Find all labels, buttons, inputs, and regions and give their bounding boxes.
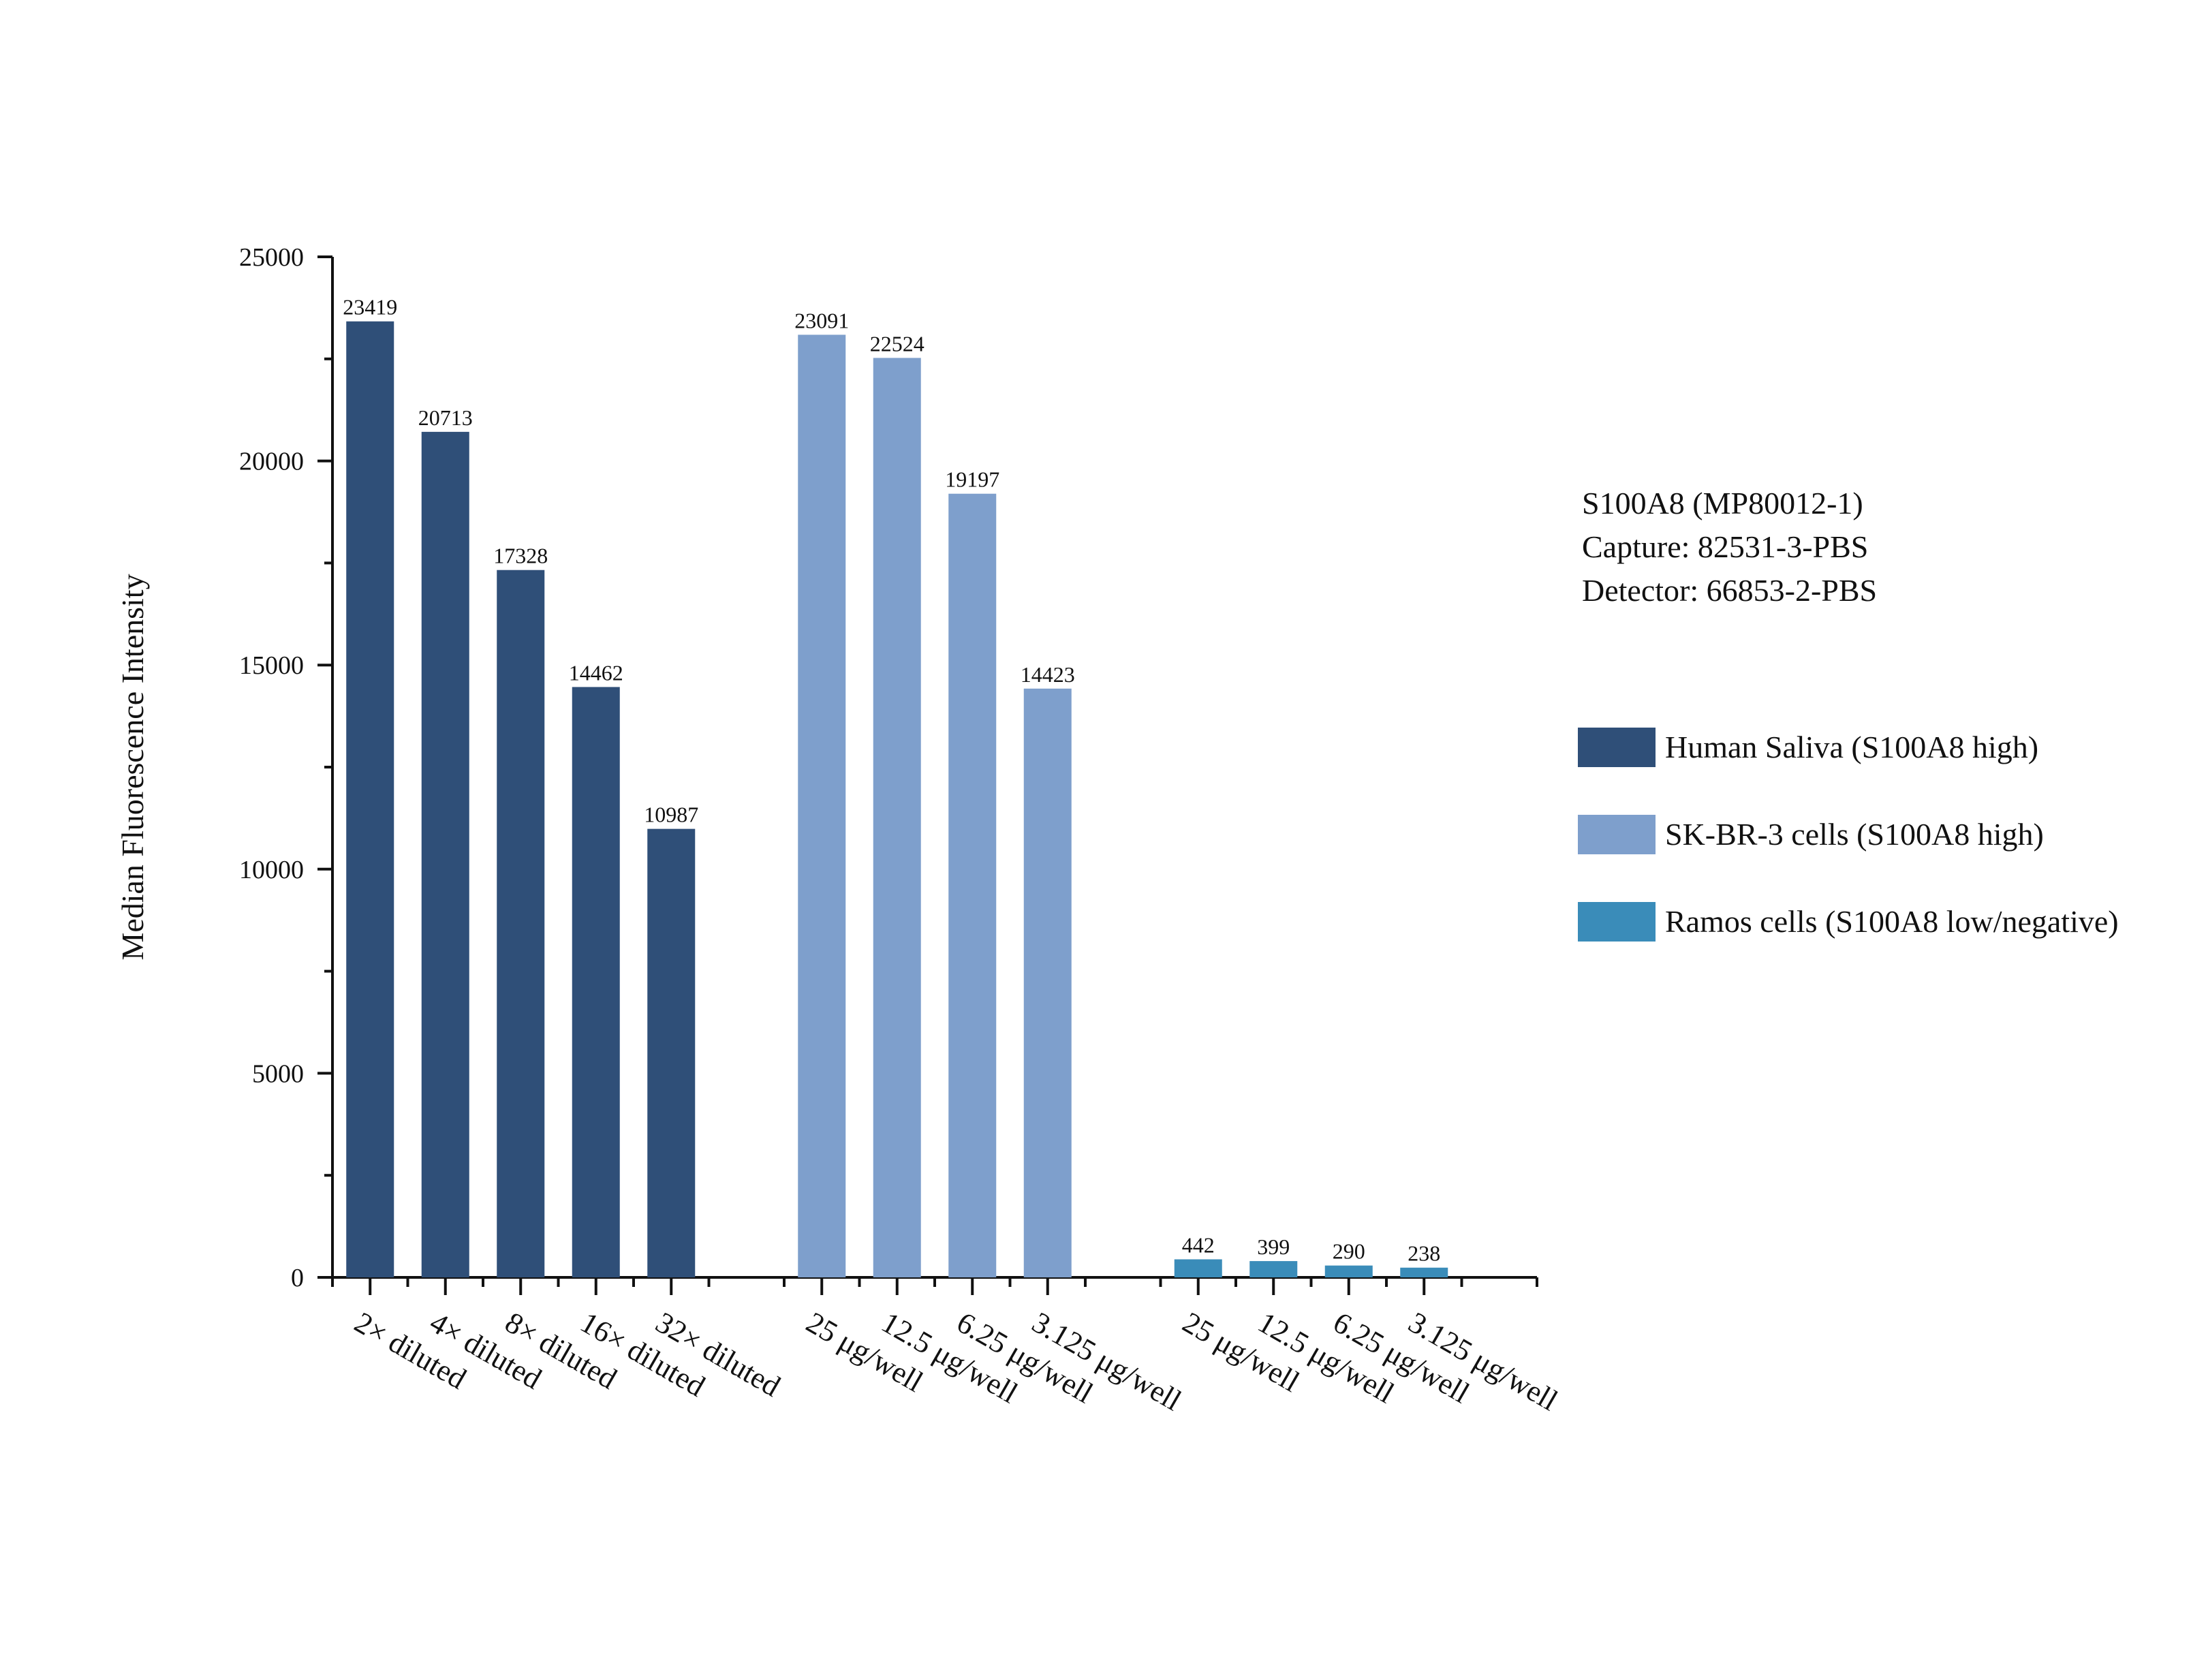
- bar-value-label: 19197: [945, 467, 999, 492]
- legend: Human Saliva (S100A8 high) SK-BR-3 cells …: [1578, 728, 2119, 942]
- bar: [873, 358, 921, 1277]
- y-tick-label: 0: [291, 1264, 304, 1292]
- bar: [1249, 1261, 1298, 1277]
- info-line: S100A8 (MP80012-1): [1582, 486, 1863, 520]
- info-line: Detector: 66853-2-PBS: [1582, 573, 1877, 608]
- bar-value-label: 17328: [493, 544, 548, 568]
- bar-value-label: 14462: [569, 660, 623, 685]
- bar: [1400, 1267, 1448, 1277]
- y-tick-label: 25000: [239, 243, 304, 272]
- info-block: S100A8 (MP80012-1) Capture: 82531-3-PBS De…: [1582, 486, 1877, 608]
- bar-value-label: 10987: [644, 803, 698, 827]
- legend-label: Ramos cells (S100A8 low/negative): [1665, 904, 2119, 939]
- bar-value-label: 23091: [794, 308, 849, 332]
- bars: [346, 321, 1448, 1278]
- bar: [1174, 1259, 1222, 1277]
- bar-value-label: 442: [1182, 1233, 1215, 1258]
- bar-value-label: 23419: [343, 295, 397, 320]
- bar-value-label: 290: [1333, 1239, 1365, 1264]
- axes: 0 5000 10000 15000 20000 25000 Median Fluoresc…: [115, 243, 1538, 1295]
- legend-swatch: [1578, 815, 1656, 854]
- bar-value-label: 20713: [418, 405, 473, 430]
- bar: [948, 493, 997, 1277]
- info-line: Capture: 82531-3-PBS: [1582, 529, 1868, 564]
- y-tick-label: 10000: [239, 856, 304, 884]
- bar: [1023, 688, 1072, 1277]
- bar: [647, 828, 696, 1277]
- bar-value-label: 14423: [1021, 662, 1075, 687]
- y-tick-label: 15000: [239, 651, 304, 680]
- y-tick-label: 5000: [252, 1059, 304, 1088]
- bar-value-label: 399: [1257, 1234, 1290, 1259]
- bar-value-label: 22524: [870, 331, 924, 356]
- bar: [1324, 1265, 1373, 1277]
- legend-swatch: [1578, 728, 1656, 767]
- y-tick-label: 20000: [239, 448, 304, 476]
- bar: [798, 335, 846, 1278]
- legend-label: Human Saliva (S100A8 high): [1665, 730, 2038, 764]
- bar: [346, 321, 394, 1277]
- bar-value-label: 238: [1408, 1241, 1440, 1266]
- bar: [497, 570, 545, 1277]
- legend-label: SK-BR-3 cells (S100A8 high): [1665, 817, 2044, 852]
- y-axis-title: Median Fluorescence Intensity: [115, 574, 150, 960]
- legend-swatch: [1578, 902, 1656, 942]
- bar: [421, 431, 469, 1278]
- bar: [572, 687, 620, 1277]
